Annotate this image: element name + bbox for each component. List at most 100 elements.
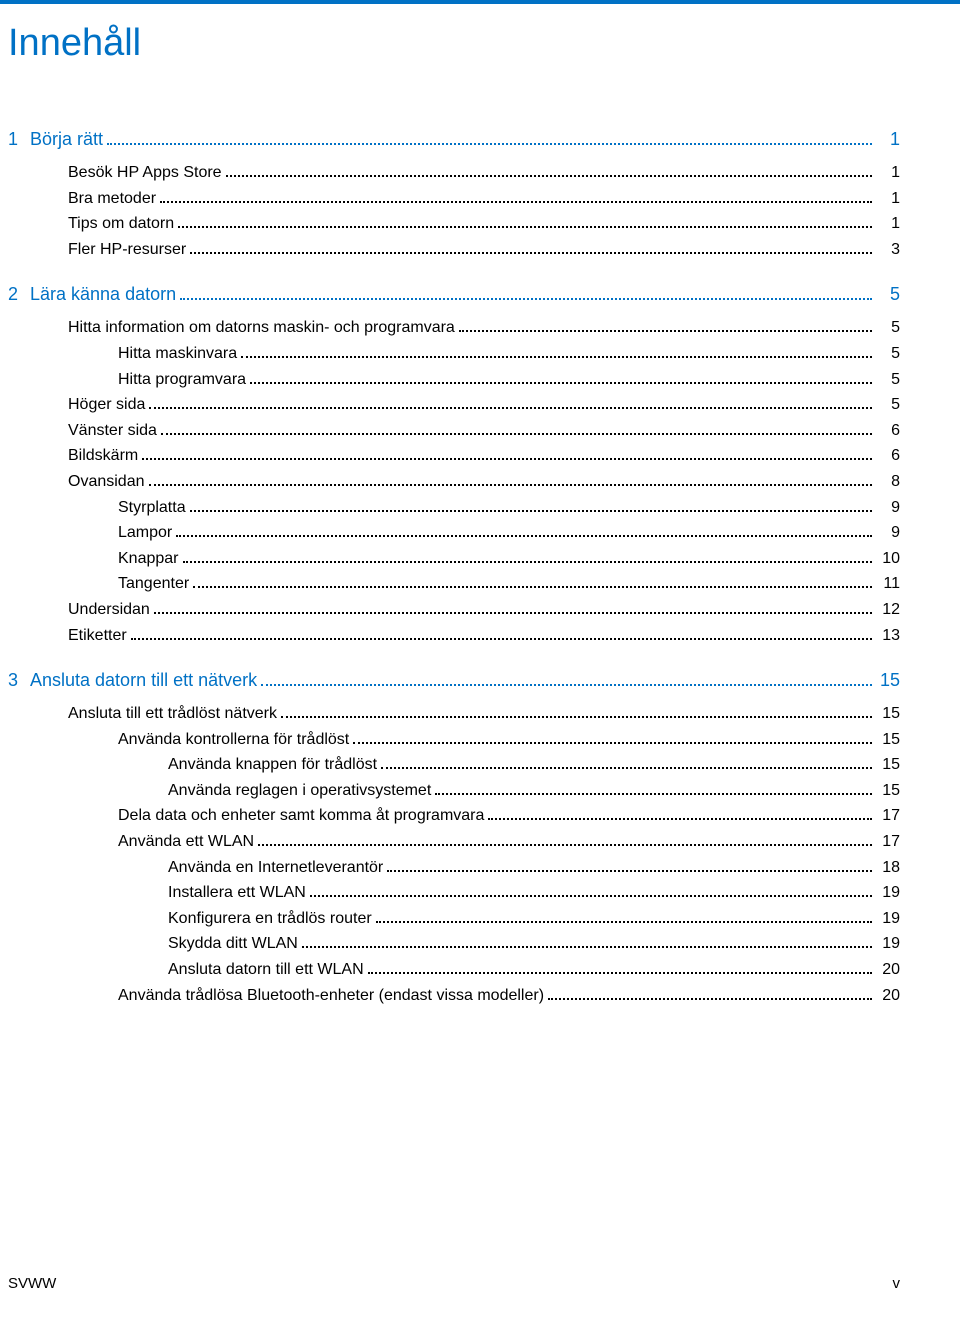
section-title-row: Lära känna datorn5 [30,284,900,305]
leader-dots [131,627,872,640]
leader-dots [149,396,872,409]
toc-entry[interactable]: Dela data och enheter samt komma åt prog… [8,803,900,829]
toc-entry-page: 15 [876,727,900,753]
section-number: 1 [8,129,30,150]
table-of-contents: 1Börja rätt1Besök HP Apps Store1Bra meto… [0,129,960,1008]
leader-dots [310,884,872,897]
toc-entry[interactable]: Använda kontrollerna för trådlöst 15 [8,727,900,753]
toc-entry-page: 12 [876,597,900,623]
toc-entry[interactable]: Besök HP Apps Store 1 [8,160,900,186]
toc-entry-label: Installera ett WLAN [168,880,306,906]
toc-entry-label: Hitta information om datorns maskin- och… [68,315,455,341]
toc-entry-page: 9 [876,495,900,521]
toc-entry-page: 13 [876,623,900,649]
toc-entry-label: Använda trådlösa Bluetooth-enheter (enda… [118,983,544,1009]
leader-dots [180,286,872,300]
leader-dots [250,371,872,384]
toc-entry[interactable]: Höger sida5 [8,392,900,418]
toc-entry[interactable]: Bildskärm6 [8,443,900,469]
toc-section-heading[interactable]: 3Ansluta datorn till ett nätverk15 [8,670,900,691]
toc-entry-label: Bra metoder [68,186,156,212]
leader-dots [381,756,872,769]
toc-entry[interactable]: Ansluta till ett trådlöst nätverk 15 [8,701,900,727]
toc-entry[interactable]: Hitta information om datorns maskin- och… [8,315,900,341]
toc-entry-label: Använda knappen för trådlöst [168,752,377,778]
toc-entry-page: 1 [876,160,900,186]
section-page: 5 [876,284,900,305]
toc-entry-label: Tips om datorn [68,211,174,237]
toc-entry-label: Tangenter [118,571,189,597]
toc-entry-page: 5 [876,367,900,393]
page-title: Innehåll [0,22,960,65]
toc-entry[interactable]: Ansluta datorn till ett WLAN20 [8,957,900,983]
toc-entry-label: Bildskärm [68,443,138,469]
leader-dots [178,215,872,228]
leader-dots [302,936,872,949]
toc-entry-page: 15 [876,752,900,778]
toc-entry[interactable]: Knappar10 [8,546,900,572]
toc-section-heading[interactable]: 2Lära känna datorn5 [8,284,900,305]
toc-entry[interactable]: Använda trådlösa Bluetooth-enheter (enda… [8,983,900,1009]
toc-entry-page: 17 [876,829,900,855]
toc-entry[interactable]: Hitta maskinvara5 [8,341,900,367]
toc-entry-page: 11 [876,571,900,597]
leader-dots [226,164,872,177]
leader-dots [161,422,872,435]
toc-entry-label: Ovansidan [68,469,145,495]
section-page: 1 [876,129,900,150]
toc-entry-label: Använda en Internetleverantör [168,855,383,881]
toc-entry[interactable]: Använda knappen för trådlöst 15 [8,752,900,778]
section-page: 15 [876,670,900,691]
toc-entry[interactable]: Skydda ditt WLAN 19 [8,931,900,957]
top-rule [0,0,960,4]
toc-entry[interactable]: Fler HP-resurser3 [8,237,900,263]
toc-entry-label: Hitta maskinvara [118,341,237,367]
toc-entry-page: 19 [876,931,900,957]
leader-dots [261,672,872,686]
toc-entry[interactable]: Använda reglagen i operativsystemet15 [8,778,900,804]
toc-entry-label: Ansluta datorn till ett WLAN [168,957,364,983]
footer-left: SVWW [8,1275,56,1292]
toc-entry[interactable]: Vänster sida6 [8,418,900,444]
toc-entry-label: Lampor [118,520,172,546]
toc-entry[interactable]: Ovansidan 8 [8,469,900,495]
toc-entry-label: Ansluta till ett trådlöst nätverk [68,701,277,727]
toc-entry[interactable]: Lampor9 [8,520,900,546]
toc-section-heading[interactable]: 1Börja rätt1 [8,129,900,150]
toc-entry[interactable]: Etiketter13 [8,623,900,649]
toc-entry[interactable]: Använda en Internetleverantör 18 [8,855,900,881]
leader-dots [281,705,872,718]
toc-entry-page: 15 [876,701,900,727]
toc-entry[interactable]: Bra metoder1 [8,186,900,212]
toc-entry-label: Hitta programvara [118,367,246,393]
section-title-row: Börja rätt1 [30,129,900,150]
toc-entry-label: Använda kontrollerna för trådlöst [118,727,349,753]
toc-entry-label: Skydda ditt WLAN [168,931,298,957]
leader-dots [149,473,873,486]
toc-entry[interactable]: Styrplatta9 [8,495,900,521]
toc-entry-page: 18 [876,855,900,881]
leader-dots [258,833,872,846]
leader-dots [488,808,872,821]
leader-dots [107,131,872,145]
toc-entry-label: Dela data och enheter samt komma åt prog… [118,803,484,829]
toc-entry[interactable]: Tips om datorn1 [8,211,900,237]
toc-entry[interactable]: Hitta programvara 5 [8,367,900,393]
toc-entry-label: Höger sida [68,392,145,418]
toc-entry-page: 8 [876,469,900,495]
footer-right: v [893,1275,901,1292]
leader-dots [548,987,872,1000]
toc-entry-page: 5 [876,315,900,341]
leader-dots [190,241,872,254]
toc-entry[interactable]: Undersidan12 [8,597,900,623]
toc-entry[interactable]: Tangenter 11 [8,571,900,597]
leader-dots [190,499,872,512]
toc-entry-label: Besök HP Apps Store [68,160,222,186]
toc-entry-page: 15 [876,778,900,804]
toc-entry-page: 20 [876,983,900,1009]
toc-entry[interactable]: Använda ett WLAN17 [8,829,900,855]
leader-dots [142,448,872,461]
toc-entry[interactable]: Konfigurera en trådlös router19 [8,906,900,932]
leader-dots [376,910,872,923]
toc-entry[interactable]: Installera ett WLAN19 [8,880,900,906]
